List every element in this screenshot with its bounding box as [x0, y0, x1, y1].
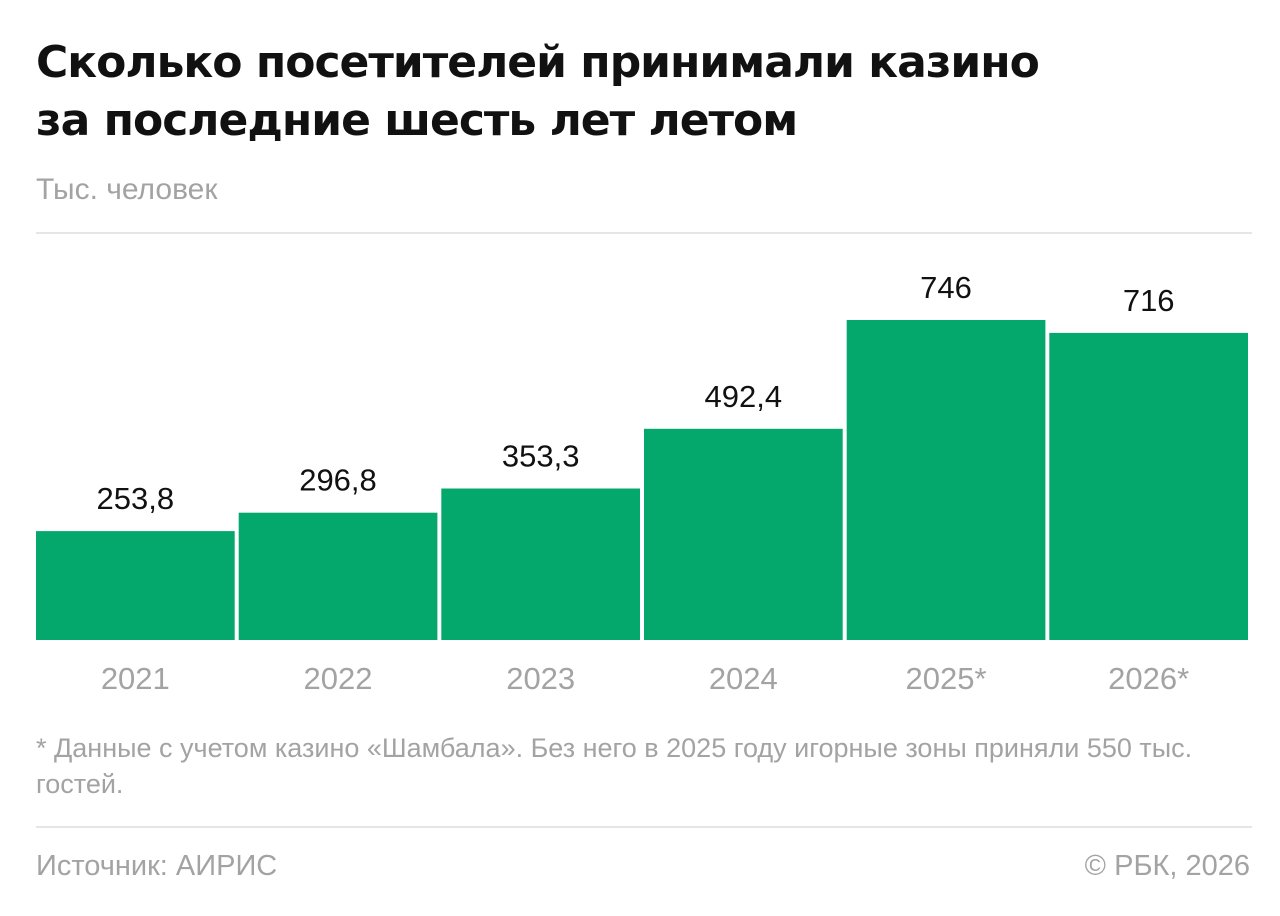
chart-title-line-2: за последние шесть лет летом: [36, 95, 798, 146]
x-tick-label: 2022: [304, 661, 373, 696]
bar-value-label: 253,8: [97, 481, 175, 516]
bar-2021: [36, 531, 235, 640]
bottom-divider: [36, 826, 1252, 828]
x-tick-label: 2023: [506, 661, 575, 696]
top-divider: [36, 232, 1252, 234]
bar-value-label: 296,8: [299, 463, 377, 498]
bar-value-label: 353,3: [502, 439, 580, 474]
bar-2023: [441, 488, 640, 640]
copyright-label: © РБК, 2026: [1084, 850, 1250, 882]
x-tick-label: 2024: [709, 661, 778, 696]
bar-value-label: 716: [1123, 283, 1175, 318]
bar-2024: [644, 428, 843, 640]
bar-2022: [238, 512, 438, 640]
source-label: Источник: АИРИС: [36, 850, 278, 882]
chart-title: Сколько посетителей принимали казино за …: [36, 34, 1236, 150]
bar-value-label: 746: [920, 270, 972, 305]
bar-2026: [1049, 332, 1248, 640]
chart-title-line-1: Сколько посетителей принимали казино: [36, 37, 1040, 88]
x-tick-label: 2026*: [1108, 661, 1189, 696]
x-tick-label: 2025*: [905, 661, 986, 696]
bar-value-label: 492,4: [705, 379, 783, 414]
x-tick-label: 2021: [101, 661, 170, 696]
chart-unit-label: Тыс. человек: [36, 173, 218, 206]
bar-2025: [846, 320, 1046, 640]
footnote: * Данные с учетом казино «Шамбала». Без …: [36, 733, 1193, 799]
